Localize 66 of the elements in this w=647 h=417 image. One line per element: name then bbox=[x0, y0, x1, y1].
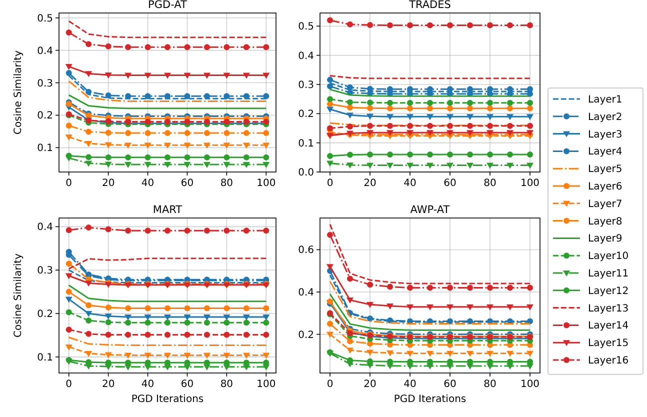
legend-label: Layer13 bbox=[588, 303, 629, 314]
x-tick-label: 0 bbox=[326, 379, 334, 390]
x-tick-label: 20 bbox=[102, 379, 115, 390]
y-tick-label: 0.4 bbox=[298, 50, 314, 62]
y-tick-label: 0.2 bbox=[298, 109, 314, 120]
x-tick-label: 100 bbox=[256, 178, 276, 189]
y-axis-title: Cosine Similarity bbox=[13, 50, 24, 135]
x-tick-label: 60 bbox=[444, 379, 456, 390]
legend-label: Layer12 bbox=[588, 286, 629, 297]
x-tick-label: 100 bbox=[520, 379, 540, 390]
y-tick-label: 0.3 bbox=[298, 80, 314, 91]
x-tick-label: 80 bbox=[220, 178, 234, 189]
x-tick-label: 40 bbox=[141, 379, 154, 390]
chart-title: MART bbox=[152, 204, 183, 216]
y-tick-label: 0.5 bbox=[298, 22, 314, 33]
chart-title: PGD-AT bbox=[148, 0, 188, 11]
legend-label: Layer11 bbox=[588, 268, 629, 280]
x-tick-label: 20 bbox=[364, 379, 376, 390]
x-tick-label: 80 bbox=[220, 379, 234, 390]
y-axis-title: Cosine Similarity bbox=[13, 253, 24, 338]
x-axis-title: PGD Iterations bbox=[394, 394, 466, 405]
y-tick-label: 0.4 bbox=[298, 288, 314, 299]
x-tick-label: 20 bbox=[102, 178, 115, 189]
legend-label: Layer6 bbox=[588, 182, 622, 192]
y-tick-label: 0.2 bbox=[298, 330, 314, 341]
x-tick-label: 60 bbox=[444, 178, 456, 189]
x-tick-label: 100 bbox=[256, 379, 276, 390]
legend-label: Layer7 bbox=[588, 198, 622, 210]
y-tick-label: 0.1 bbox=[37, 352, 53, 364]
y-tick-label: 0.0 bbox=[298, 168, 314, 178]
legend-label: Layer4 bbox=[588, 146, 622, 158]
y-tick-label: 0.3 bbox=[37, 78, 53, 90]
y-tick-label: 0.1 bbox=[298, 138, 314, 150]
x-tick-label: 40 bbox=[141, 178, 154, 189]
x-axis-title: PGD Iterations bbox=[131, 394, 204, 405]
legend-label: Layer8 bbox=[588, 216, 622, 228]
x-tick-label: 100 bbox=[520, 178, 540, 189]
legend-label: Layer3 bbox=[588, 129, 622, 140]
x-tick-label: 80 bbox=[484, 178, 496, 189]
y-tick-label: 0.4 bbox=[37, 222, 53, 234]
legend-label: Layer1 bbox=[588, 94, 622, 106]
y-tick-label: 0.2 bbox=[37, 309, 53, 320]
x-tick-label: 40 bbox=[404, 178, 416, 189]
x-tick-label: 40 bbox=[404, 379, 416, 390]
x-tick-label: 20 bbox=[364, 178, 376, 189]
x-tick-label: 60 bbox=[180, 178, 194, 189]
legend-label: Layer16 bbox=[588, 356, 629, 366]
legend-label: Layer9 bbox=[588, 234, 622, 245]
legend-label: Layer14 bbox=[588, 320, 629, 332]
y-tick-label: 0.2 bbox=[37, 110, 53, 122]
y-tick-label: 0.4 bbox=[37, 46, 53, 57]
x-tick-label: 80 bbox=[484, 379, 496, 390]
y-tick-label: 0.5 bbox=[37, 13, 53, 24]
x-tick-label: 0 bbox=[66, 379, 72, 390]
legend-label: Layer15 bbox=[588, 338, 629, 350]
y-tick-label: 0.6 bbox=[298, 245, 314, 256]
x-tick-label: 0 bbox=[326, 178, 334, 189]
x-tick-label: 0 bbox=[66, 178, 72, 189]
legend-label: Layer2 bbox=[588, 112, 622, 123]
legend-label: Layer10 bbox=[588, 251, 629, 262]
legend-label: Layer5 bbox=[588, 164, 622, 176]
y-tick-label: 0.1 bbox=[37, 143, 53, 154]
x-tick-label: 60 bbox=[180, 379, 194, 390]
chart-title: AWP-AT bbox=[410, 204, 450, 216]
chart-title: TRADES bbox=[408, 0, 452, 11]
y-tick-label: 0.3 bbox=[37, 266, 53, 277]
